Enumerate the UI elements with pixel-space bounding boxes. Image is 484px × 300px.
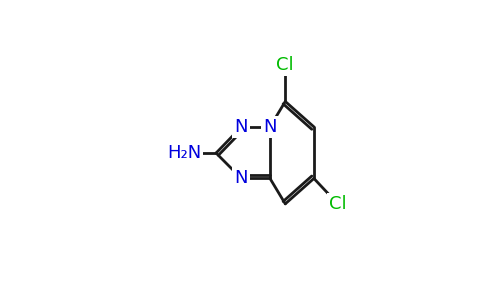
- Text: N: N: [235, 169, 248, 188]
- Text: N: N: [263, 118, 277, 136]
- Text: Cl: Cl: [329, 195, 347, 213]
- Text: N: N: [235, 118, 248, 136]
- Text: Cl: Cl: [276, 56, 294, 74]
- Text: H₂N: H₂N: [167, 144, 201, 162]
